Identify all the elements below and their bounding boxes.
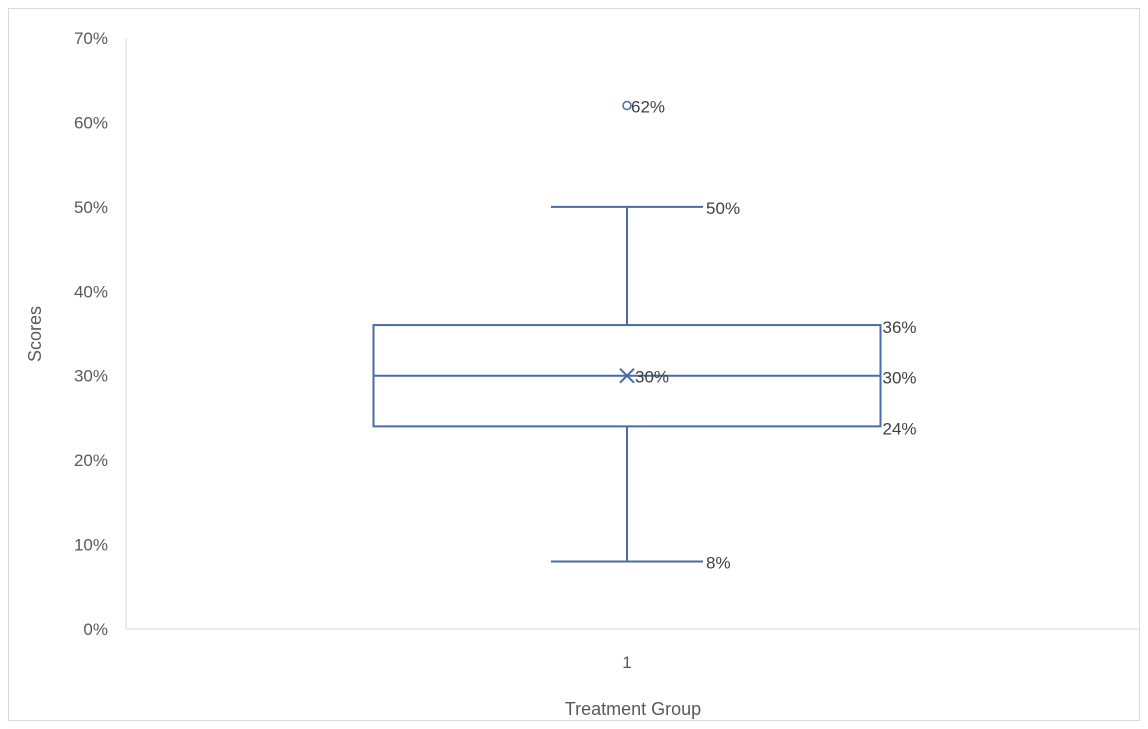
data-label: 50%: [706, 199, 740, 218]
data-labels: 50% 8% 36% 30% 24% 30% 62%: [631, 98, 917, 573]
y-tick-label: 50%: [74, 198, 108, 217]
data-label: 8%: [706, 553, 731, 572]
y-tick-label: 70%: [74, 29, 108, 48]
data-label: 36%: [883, 318, 917, 337]
y-tick-label: 20%: [74, 451, 108, 470]
data-label: 62%: [631, 98, 665, 117]
plot-area: [372, 100, 882, 563]
chart-frame: [8, 8, 1140, 721]
mean-marker-stroke: [619, 368, 635, 384]
y-tick-labels: 0% 10% 20% 30% 40% 50% 60% 70%: [74, 29, 108, 639]
x-tick-label: 1: [622, 653, 631, 672]
mean-marker: [619, 368, 635, 384]
y-tick-label: 10%: [74, 536, 108, 555]
data-label: 30%: [635, 368, 669, 387]
y-tick-label: 60%: [74, 113, 108, 132]
outlier-point: [622, 100, 632, 111]
data-label: 24%: [883, 419, 917, 438]
data-label: 30%: [883, 369, 917, 388]
y-tick-label: 30%: [74, 367, 108, 386]
x-tick-labels: 1: [622, 653, 631, 672]
x-axis-title: Treatment Group: [565, 699, 701, 719]
y-axis-title: Scores: [25, 306, 45, 362]
y-tick-label: 40%: [74, 282, 108, 301]
y-tick-label: 0%: [83, 620, 108, 639]
